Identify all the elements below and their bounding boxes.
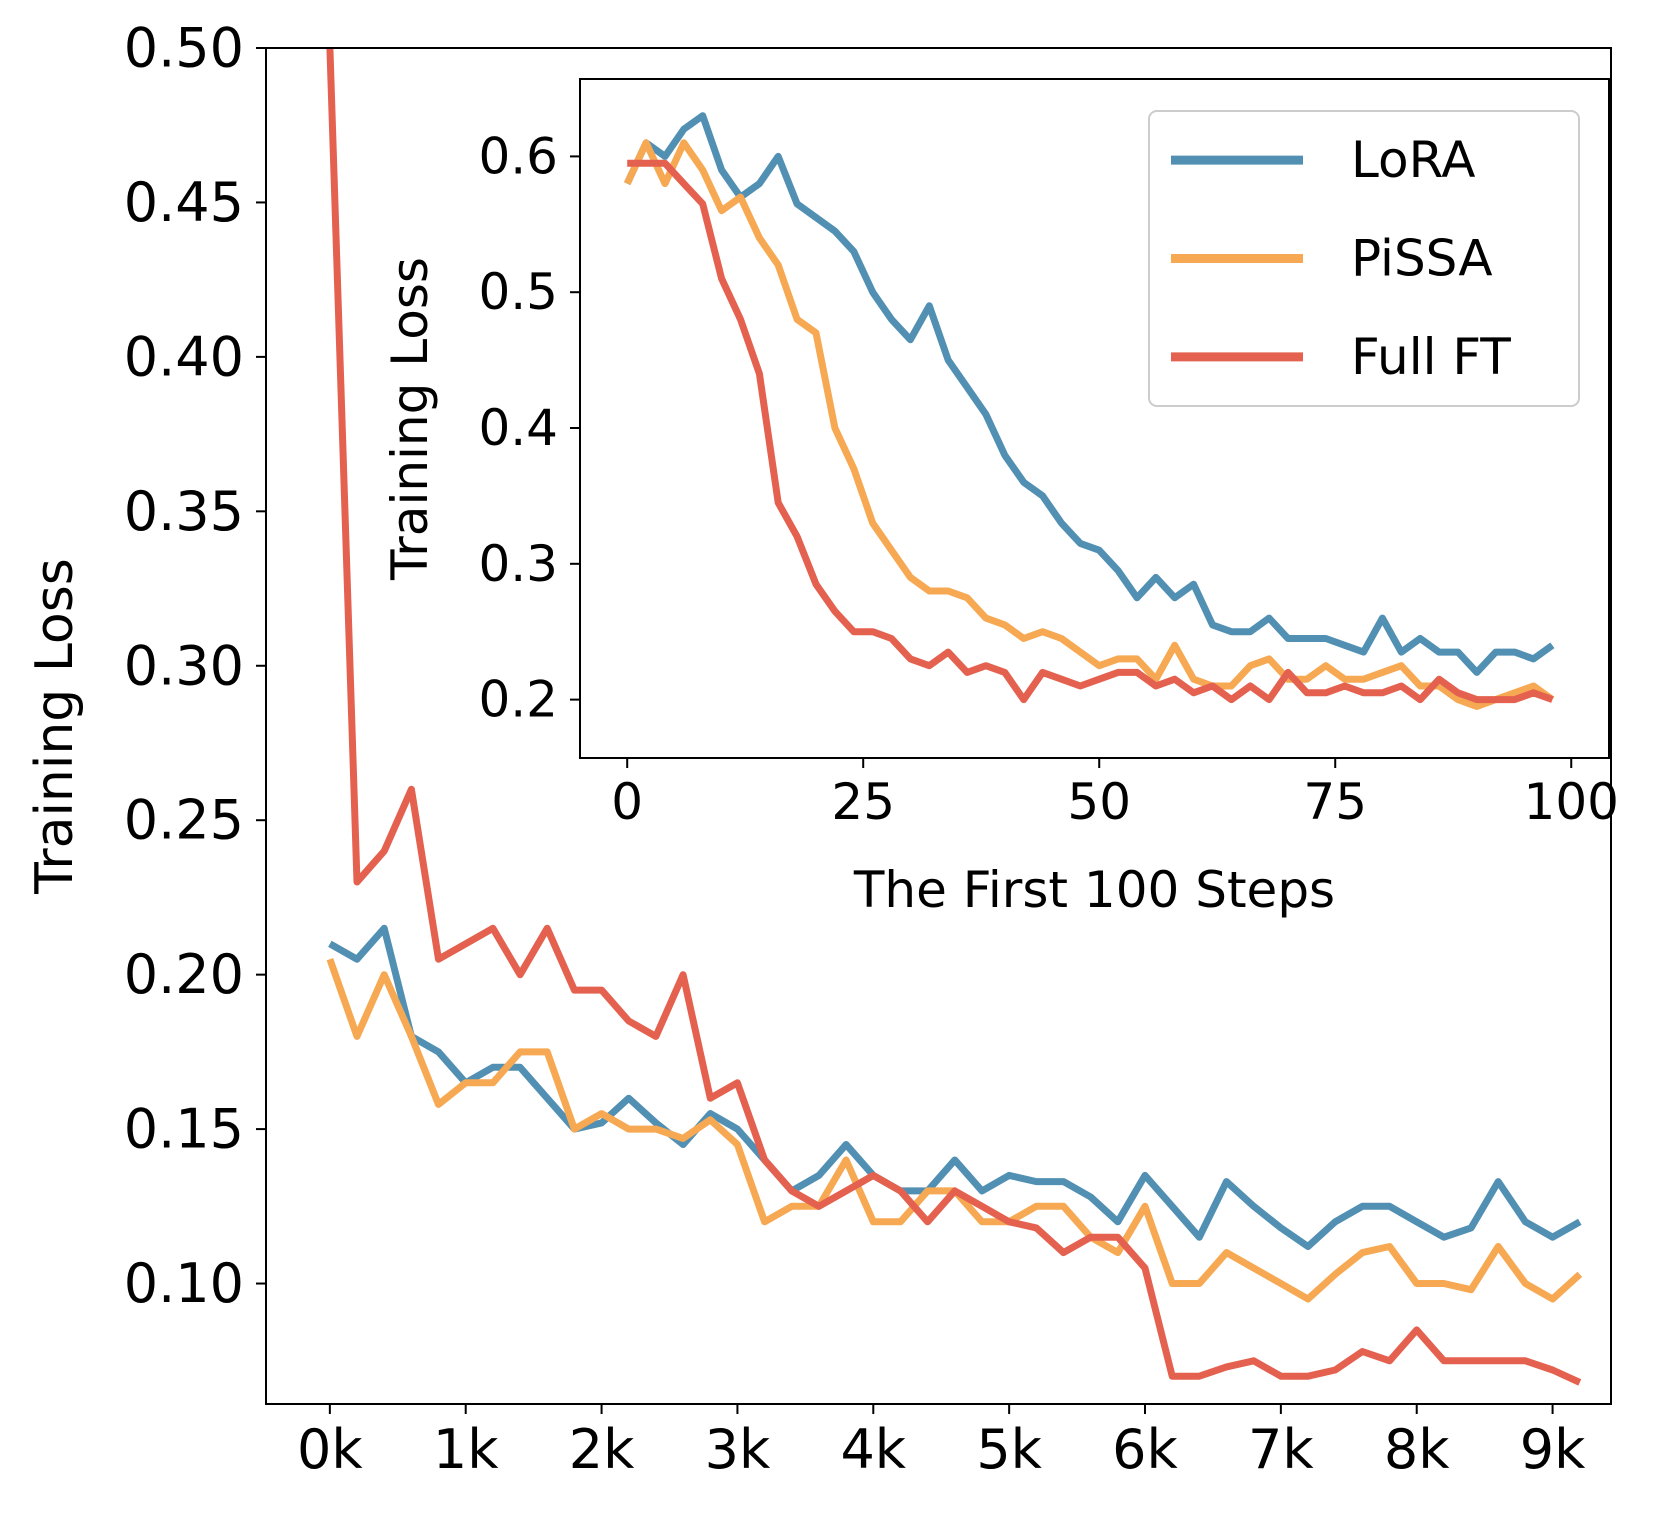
x-tick-label: 0k	[297, 1418, 363, 1481]
legend-label: LoRA	[1351, 131, 1476, 189]
y-tick-label: 0.15	[124, 1098, 244, 1161]
legend-label: Full FT	[1351, 328, 1511, 386]
x-tick-label: 7k	[1248, 1418, 1314, 1481]
x-tick-label: 4k	[840, 1418, 906, 1481]
x-tick-label: 1k	[433, 1418, 499, 1481]
x-tick-label: 25	[831, 773, 895, 831]
series-line	[624, 112, 1555, 676]
x-tick-label: 0	[611, 773, 643, 831]
y-tick-label: 0.2	[478, 671, 558, 729]
y-tick-label: 0.3	[478, 535, 558, 593]
legend-box	[1148, 110, 1580, 407]
y-tick-label: 0.45	[124, 171, 244, 234]
y-tick-label: 0.35	[124, 480, 244, 543]
x-tick-label: 50	[1067, 773, 1131, 831]
x-tick-label: 3k	[705, 1418, 771, 1481]
x-tick-label: 8k	[1384, 1418, 1450, 1481]
y-tick-label: 0.20	[124, 943, 244, 1006]
series-lines	[326, 48, 1583, 1386]
y-tick-label: 0.30	[124, 634, 244, 697]
y-tick-label: 0.25	[124, 789, 244, 852]
y-tick-label: 0.5	[478, 263, 558, 321]
x-tick-label: 2k	[569, 1418, 635, 1481]
x-tick-label: 100	[1524, 773, 1619, 831]
y-tick-label: 0.10	[124, 1252, 244, 1315]
y-tick-label: 0.4	[478, 399, 558, 457]
y-axis-label: Training Loss	[25, 558, 85, 895]
series-line	[627, 159, 1554, 704]
y-tick-label: 0.40	[124, 325, 244, 388]
legend-label: PiSSA	[1351, 230, 1493, 288]
y-tick-label: 0.50	[124, 17, 244, 80]
axes-frame	[265, 47, 1612, 1405]
plot-1: 0.2 0.3 0.4 0.5 0.6 0 25 50 75 100 Training Loss Th…	[381, 78, 1619, 919]
series-line	[328, 924, 1582, 1250]
x-tick-label: 9k	[1520, 1418, 1586, 1481]
axes-frame	[579, 78, 1610, 759]
series-line	[624, 139, 1555, 710]
y-axis-label: Training Loss	[381, 257, 439, 581]
x-tick-label: 75	[1303, 773, 1367, 831]
series-line	[326, 48, 1582, 1386]
y-tick-label: 0.6	[478, 127, 558, 185]
x-tick-label: 6k	[1112, 1418, 1178, 1481]
x-tick-label: 5k	[976, 1418, 1042, 1481]
x-axis-label: The First 100 Steps	[853, 861, 1335, 919]
series-lines	[624, 112, 1555, 710]
